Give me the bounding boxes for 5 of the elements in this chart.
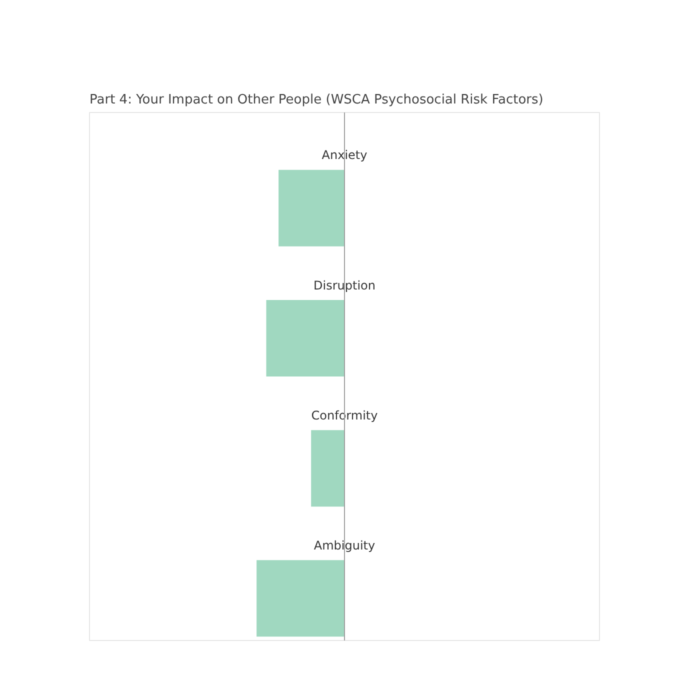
y-tick-label: Disruption bbox=[314, 278, 376, 292]
y-tick-label: Anxiety bbox=[322, 148, 368, 162]
y-tick-label: Ambiguity bbox=[314, 538, 376, 552]
y-tick-label: Conformity bbox=[311, 408, 378, 422]
chart-title: Part 4: Your Impact on Other People (WSCA Psychosocial Risk Factors) bbox=[90, 92, 544, 108]
